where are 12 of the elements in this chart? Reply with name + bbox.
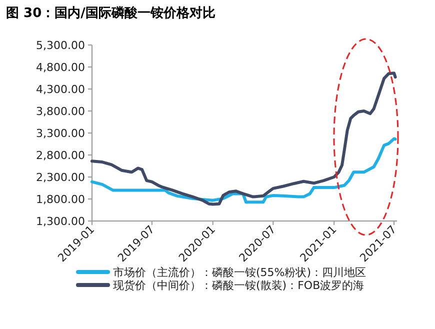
y-tick-label: 4,800.00 (36, 61, 85, 74)
legend-label: 现货价（中间价）：磷酸一铵(散装)：FOB波罗的海 (113, 279, 364, 292)
y-tick-label: 2,300.00 (36, 171, 85, 184)
y-tick-label: 1,800.00 (36, 193, 85, 206)
y-tick-label: 3,300.00 (36, 127, 85, 140)
y-tick-label: 5,300.00 (36, 39, 85, 52)
chart-title: 图 30：国内/国际磷酸一铵价格对比 (6, 5, 216, 21)
y-tick-label: 2,800.00 (36, 149, 85, 162)
y-tick-label: 4,300.00 (36, 83, 85, 96)
legend-label: 市场价（主流价）：磷酸一铵(55%粉状)：四川地区 (113, 266, 366, 279)
y-tick-label: 3,800.00 (36, 105, 85, 118)
y-tick-label: 1,300.00 (36, 215, 85, 228)
